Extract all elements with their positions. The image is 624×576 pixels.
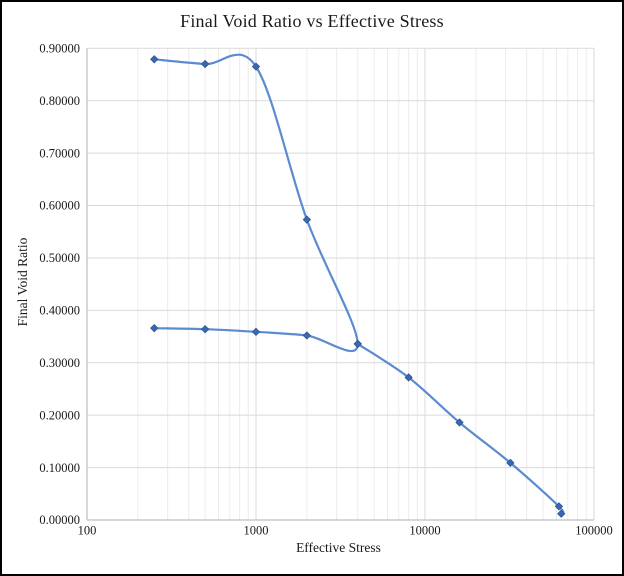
data-point-marker	[404, 373, 413, 382]
series-line-reload-tail-branch	[356, 342, 565, 515]
data-point-marker	[557, 509, 566, 518]
y-axis-title: Final Void Ratio	[15, 237, 30, 327]
x-tick-label: 1000	[244, 524, 269, 538]
series-line-loading-unloading-branch	[153, 53, 359, 352]
chart-title: Final Void Ratio vs Effective Stress	[180, 11, 444, 31]
x-tick-label: 100000	[575, 524, 613, 538]
y-tick-label: 0.40000	[39, 304, 80, 318]
data-point-marker	[200, 325, 210, 334]
y-tick-label: 0.10000	[39, 461, 80, 475]
data-point-marker	[150, 324, 159, 333]
data-point-marker	[150, 55, 159, 64]
data-point-marker	[353, 339, 362, 349]
x-tick-label: 100	[78, 524, 97, 538]
data-point-marker	[251, 62, 261, 71]
y-tick-label: 0.90000	[39, 42, 80, 56]
data-point-marker	[302, 331, 312, 340]
y-tick-label: 0.00000	[39, 513, 80, 527]
y-tick-label: 0.30000	[39, 356, 80, 370]
data-point-marker	[455, 418, 464, 427]
x-tick-label: 10000	[409, 524, 440, 538]
y-tick-label: 0.50000	[39, 251, 80, 265]
data-point-marker	[506, 458, 515, 468]
y-tick-label: 0.60000	[39, 199, 80, 213]
data-point-marker	[251, 327, 261, 337]
data-point-marker	[554, 502, 564, 511]
data-point-marker	[200, 59, 210, 69]
y-tick-label: 0.20000	[39, 408, 80, 422]
y-tick-label: 0.70000	[39, 146, 80, 160]
y-tick-label: 0.80000	[39, 94, 80, 108]
data-point-marker	[302, 215, 312, 224]
x-axis-title: Effective Stress	[296, 540, 381, 555]
